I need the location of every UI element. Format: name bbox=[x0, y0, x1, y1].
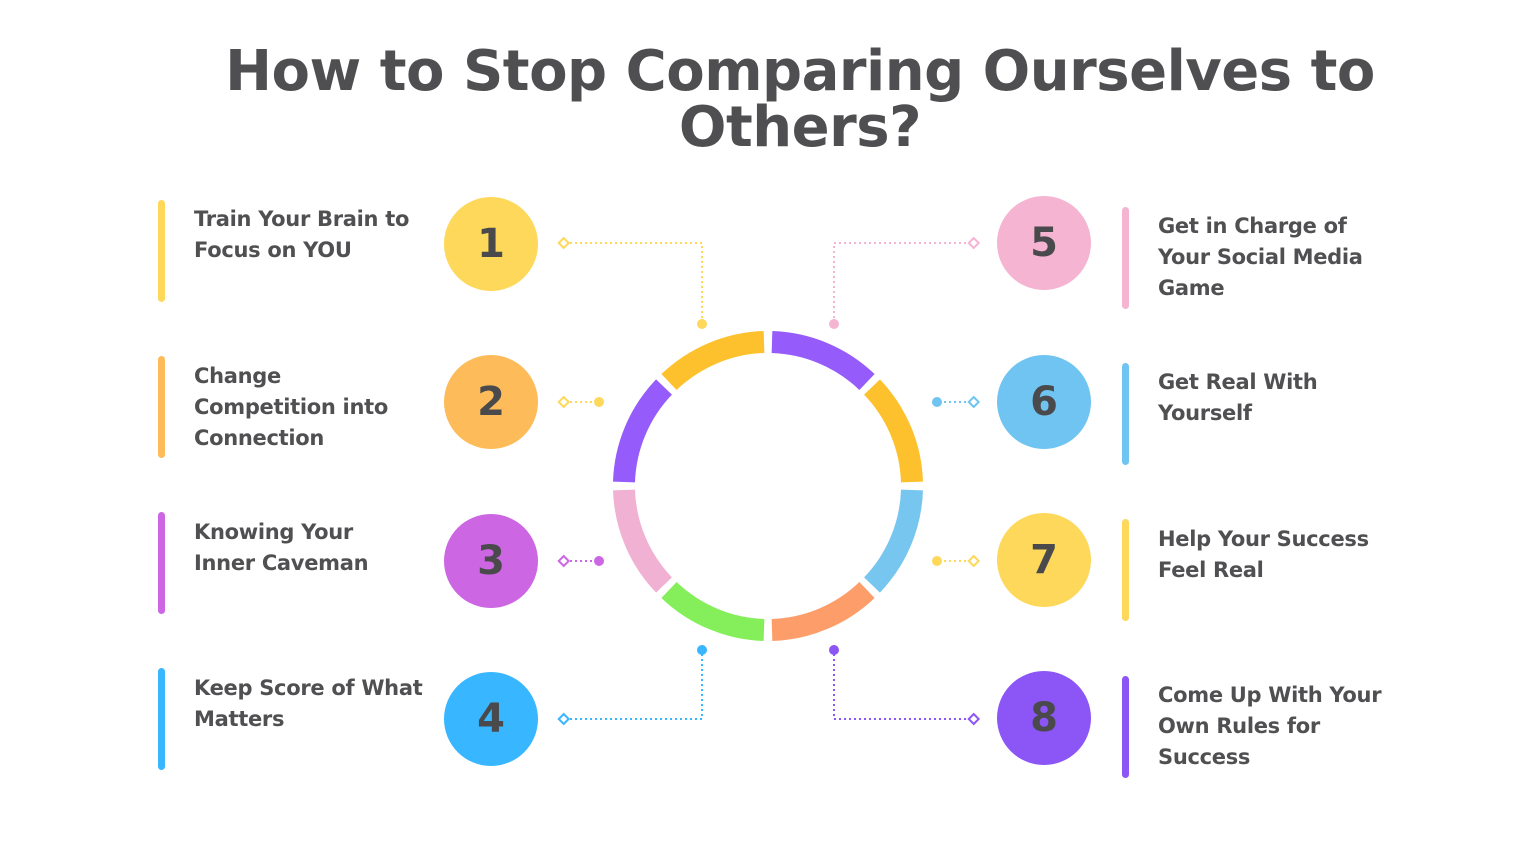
ring-segment-bottom-left bbox=[661, 581, 765, 641]
connector-5 bbox=[833, 242, 971, 322]
step-5-badge: 5 bbox=[997, 196, 1091, 290]
step-8-accent-bar bbox=[1122, 676, 1129, 778]
ring-segment-left-lower bbox=[613, 489, 673, 593]
step-6-label: Get Real With Yourself bbox=[1158, 370, 1318, 425]
page-title: How to Stop Comparing Ourselves to Other… bbox=[0, 34, 1536, 166]
ring-segment-bottom-right bbox=[771, 581, 875, 641]
step-1-label: Train Your Brain to Focus on YOU bbox=[194, 207, 410, 262]
ring-segment-right-upper bbox=[863, 379, 923, 483]
dot-8 bbox=[829, 645, 839, 655]
step-1-badge: 1 bbox=[444, 197, 538, 291]
dot-3 bbox=[594, 556, 604, 566]
step-7-badge: 7 bbox=[997, 513, 1091, 607]
step-7-label: Help Your Success Feel Real bbox=[1158, 527, 1369, 582]
segmented-ring bbox=[613, 331, 923, 641]
diamond-8 bbox=[967, 712, 981, 726]
connector-1 bbox=[565, 242, 703, 322]
ring-segment-left-upper bbox=[613, 379, 673, 483]
step-3-badge: 3 bbox=[444, 514, 538, 608]
step-4-badge: 4 bbox=[444, 672, 538, 766]
connector-4 bbox=[565, 651, 703, 720]
dot-2 bbox=[594, 397, 604, 407]
diamond-4 bbox=[557, 712, 571, 726]
step-1-accent-bar bbox=[158, 200, 165, 302]
step-6-badge: 6 bbox=[997, 355, 1091, 449]
step-5-accent-bar bbox=[1122, 207, 1129, 309]
connector-8 bbox=[833, 651, 971, 720]
step-3-label: Knowing Your Inner Caveman bbox=[194, 520, 369, 575]
step-8-label: Come Up With Your Own Rules for Success bbox=[1158, 683, 1382, 769]
diamond-2 bbox=[557, 395, 571, 409]
diamond-5 bbox=[967, 236, 981, 250]
dot-7 bbox=[932, 556, 942, 566]
connector-diamonds bbox=[557, 236, 981, 726]
diamond-7 bbox=[967, 554, 981, 568]
step-4-label: Keep Score of What Matters bbox=[194, 676, 423, 731]
title-line-1: How to Stop Comparing Ourselves to bbox=[225, 39, 1375, 104]
step-2-badge: 2 bbox=[444, 355, 538, 449]
step-3-accent-bar bbox=[158, 512, 165, 614]
diamond-3 bbox=[557, 554, 571, 568]
step-6-accent-bar bbox=[1122, 363, 1129, 465]
dot-4 bbox=[697, 645, 707, 655]
ring-segment-right-lower bbox=[863, 489, 923, 593]
dot-6 bbox=[932, 397, 942, 407]
step-7-accent-bar bbox=[1122, 519, 1129, 621]
diamond-6 bbox=[967, 395, 981, 409]
dot-1 bbox=[697, 319, 707, 329]
step-5-label: Get in Charge of Your Social Media Game bbox=[1158, 214, 1363, 300]
ring-segment-top-right bbox=[771, 331, 875, 391]
ring-segment-top-left bbox=[661, 331, 765, 391]
dot-5 bbox=[829, 319, 839, 329]
step-4-accent-bar bbox=[158, 668, 165, 770]
title-line-2: Others? bbox=[678, 95, 922, 160]
step-2-accent-bar bbox=[158, 356, 165, 458]
diamond-1 bbox=[557, 236, 571, 250]
connector-dots bbox=[594, 319, 942, 655]
step-8-badge: 8 bbox=[997, 671, 1091, 765]
step-2-label: Change Competition into Connection bbox=[194, 364, 388, 450]
